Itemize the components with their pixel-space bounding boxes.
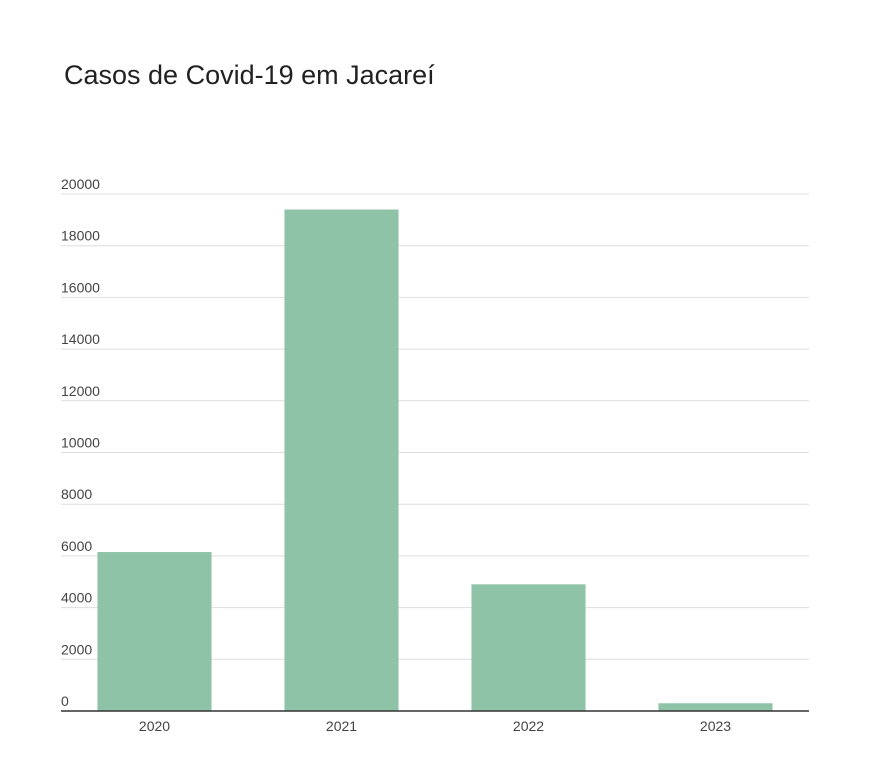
x-tick-label: 2021: [326, 718, 357, 734]
bar-2021: [284, 209, 399, 711]
x-axis-tick-labels: 2020 2021 2022 2023: [139, 718, 731, 734]
chart-title: Casos de Covid-19 em Jacareí: [64, 60, 435, 90]
y-tick-label: 14000: [61, 331, 100, 347]
bar-2022: [471, 584, 586, 711]
bars: [97, 209, 773, 711]
y-tick-label: 8000: [61, 486, 92, 502]
y-tick-label: 20000: [61, 176, 100, 192]
bar-2020: [97, 552, 212, 711]
y-tick-label: 12000: [61, 383, 100, 399]
x-tick-label: 2022: [513, 718, 544, 734]
y-tick-label: 0: [61, 693, 69, 709]
x-tick-label: 2020: [139, 718, 170, 734]
y-tick-label: 6000: [61, 538, 92, 554]
y-tick-label: 2000: [61, 641, 92, 657]
y-tick-label: 10000: [61, 435, 100, 451]
y-axis-tick-labels: 0 2000 4000 6000 8000 10000 12000 14000 16000 180…: [61, 176, 100, 709]
x-tick-label: 2023: [700, 718, 731, 734]
y-tick-label: 4000: [61, 590, 92, 606]
y-tick-label: 16000: [61, 279, 100, 295]
bar-2023: [658, 703, 773, 711]
y-tick-label: 18000: [61, 228, 100, 244]
